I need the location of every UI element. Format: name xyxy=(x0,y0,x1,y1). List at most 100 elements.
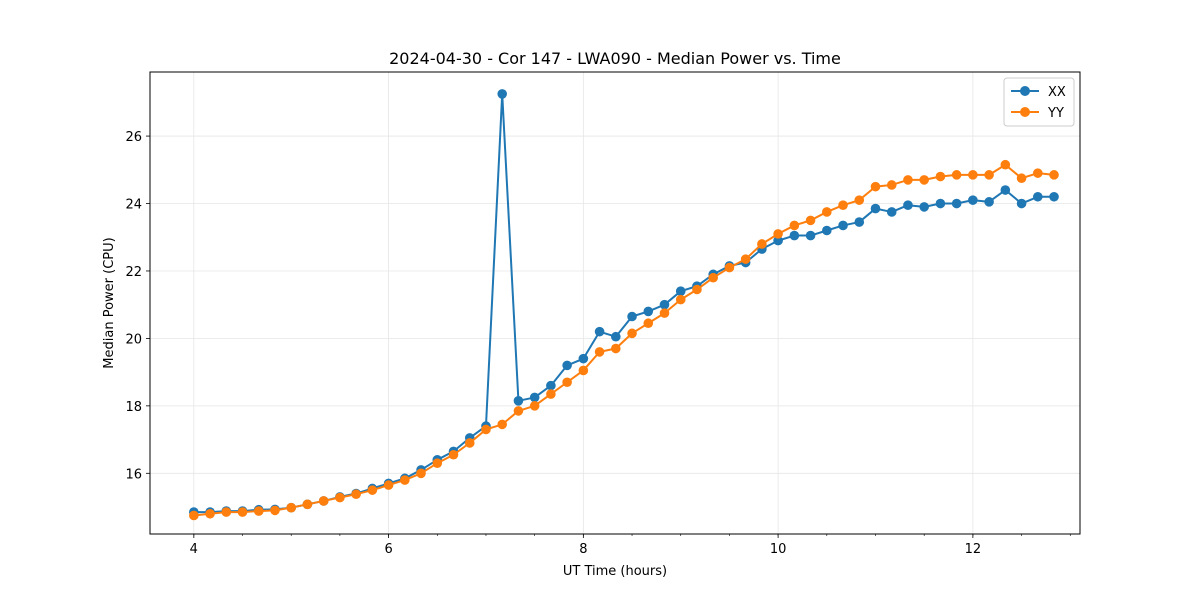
data-point-yy xyxy=(805,215,816,226)
data-point-yy xyxy=(1016,173,1027,184)
data-point-yy xyxy=(1033,168,1043,178)
data-point-xx xyxy=(513,395,524,406)
data-point-yy xyxy=(335,492,345,503)
data-point-xx xyxy=(1049,191,1059,202)
data-point-yy xyxy=(432,458,443,468)
series-layer xyxy=(189,89,1059,521)
data-point-yy xyxy=(675,294,686,305)
data-point-yy xyxy=(773,229,783,239)
data-point-xx xyxy=(951,198,962,209)
x-axis: 4 6 8 10 12 xyxy=(190,534,1071,557)
data-point-xx xyxy=(659,299,670,310)
data-point-yy xyxy=(984,170,994,180)
data-point-yy xyxy=(951,170,962,180)
chart-title: 2024-04-30 - Cor 147 - LWA090 - Median P… xyxy=(389,49,841,68)
data-point-xx xyxy=(870,203,881,214)
data-point-yy xyxy=(351,489,361,500)
y-tick-label: 20 xyxy=(125,332,142,347)
data-point-xx xyxy=(578,353,589,364)
data-point-yy xyxy=(383,480,394,490)
data-point-yy xyxy=(611,343,621,354)
x-axis-label: UT Time (hours) xyxy=(563,564,667,579)
legend-marker-yy xyxy=(1020,107,1030,117)
data-point-xx xyxy=(838,220,848,231)
plot-area xyxy=(150,72,1080,534)
x-tick-label: 8 xyxy=(579,542,587,557)
y-axis: 16 18 20 22 24 26 xyxy=(125,130,150,482)
data-point-yy xyxy=(757,239,767,249)
data-point-xx xyxy=(789,230,800,241)
data-point-yy xyxy=(659,308,670,318)
data-point-xx xyxy=(562,360,572,371)
data-point-xx xyxy=(627,311,637,322)
data-point-yy xyxy=(416,468,426,479)
data-point-yy xyxy=(205,508,215,519)
data-point-xx xyxy=(675,286,686,296)
data-point-yy xyxy=(481,424,491,435)
data-point-xx xyxy=(822,225,832,236)
y-tick-label: 26 xyxy=(125,130,142,145)
x-tick-label: 10 xyxy=(770,542,787,557)
data-point-yy xyxy=(854,195,865,205)
data-point-xx xyxy=(1016,198,1027,209)
data-point-yy xyxy=(578,365,589,376)
data-point-yy xyxy=(643,318,654,329)
data-point-yy xyxy=(740,254,751,264)
data-point-yy xyxy=(562,377,572,388)
plot-frame xyxy=(149,71,1081,535)
data-point-yy xyxy=(822,207,832,217)
data-point-yy xyxy=(270,505,280,516)
data-point-xx xyxy=(854,217,865,227)
data-point-yy xyxy=(594,347,605,357)
data-point-yy xyxy=(237,507,248,517)
data-point-xx xyxy=(643,306,654,317)
data-point-yy xyxy=(708,272,718,283)
data-point-xx xyxy=(529,392,540,403)
data-point-yy xyxy=(1000,159,1011,170)
data-point-yy xyxy=(253,506,264,516)
data-point-xx xyxy=(497,89,508,99)
data-point-yy xyxy=(627,328,637,339)
data-point-yy xyxy=(221,507,232,517)
x-tick-label: 4 xyxy=(190,542,198,557)
data-point-yy xyxy=(789,220,800,231)
data-point-yy xyxy=(318,496,329,506)
data-point-yy xyxy=(724,262,735,273)
data-point-yy xyxy=(448,449,459,460)
data-point-yy xyxy=(1049,170,1059,180)
data-point-yy xyxy=(870,181,881,192)
data-point-yy xyxy=(968,170,978,180)
data-point-xx xyxy=(935,198,946,209)
data-point-yy xyxy=(400,475,410,485)
data-point-xx xyxy=(773,235,783,246)
data-point-xx xyxy=(1000,185,1011,195)
data-point-yy xyxy=(497,419,508,430)
data-point-yy xyxy=(286,502,297,513)
data-point-yy xyxy=(302,499,313,510)
y-tick-label: 16 xyxy=(125,467,142,482)
y-axis-label: Median Power (CPU) xyxy=(102,237,117,368)
data-point-yy xyxy=(692,284,702,295)
y-tick-label: 18 xyxy=(125,400,142,415)
data-point-xx xyxy=(546,380,556,391)
data-point-xx xyxy=(886,207,897,217)
data-point-xx xyxy=(805,230,816,241)
x-tick-label: 6 xyxy=(384,542,392,557)
y-tick-label: 24 xyxy=(125,198,142,213)
data-point-yy xyxy=(546,389,556,399)
data-point-xx xyxy=(984,197,994,207)
data-point-yy xyxy=(886,180,897,190)
legend-marker-xx xyxy=(1020,86,1030,96)
data-point-yy xyxy=(464,438,475,448)
data-point-xx xyxy=(968,195,978,205)
data-point-xx xyxy=(611,331,621,342)
legend-label-xx: XX xyxy=(1048,85,1066,100)
data-point-xx xyxy=(1033,191,1043,202)
data-point-yy xyxy=(189,510,199,521)
data-point-xx xyxy=(919,202,929,212)
data-point-yy xyxy=(903,175,913,185)
data-point-yy xyxy=(935,171,946,182)
data-point-xx xyxy=(903,200,913,211)
data-point-yy xyxy=(529,401,540,411)
